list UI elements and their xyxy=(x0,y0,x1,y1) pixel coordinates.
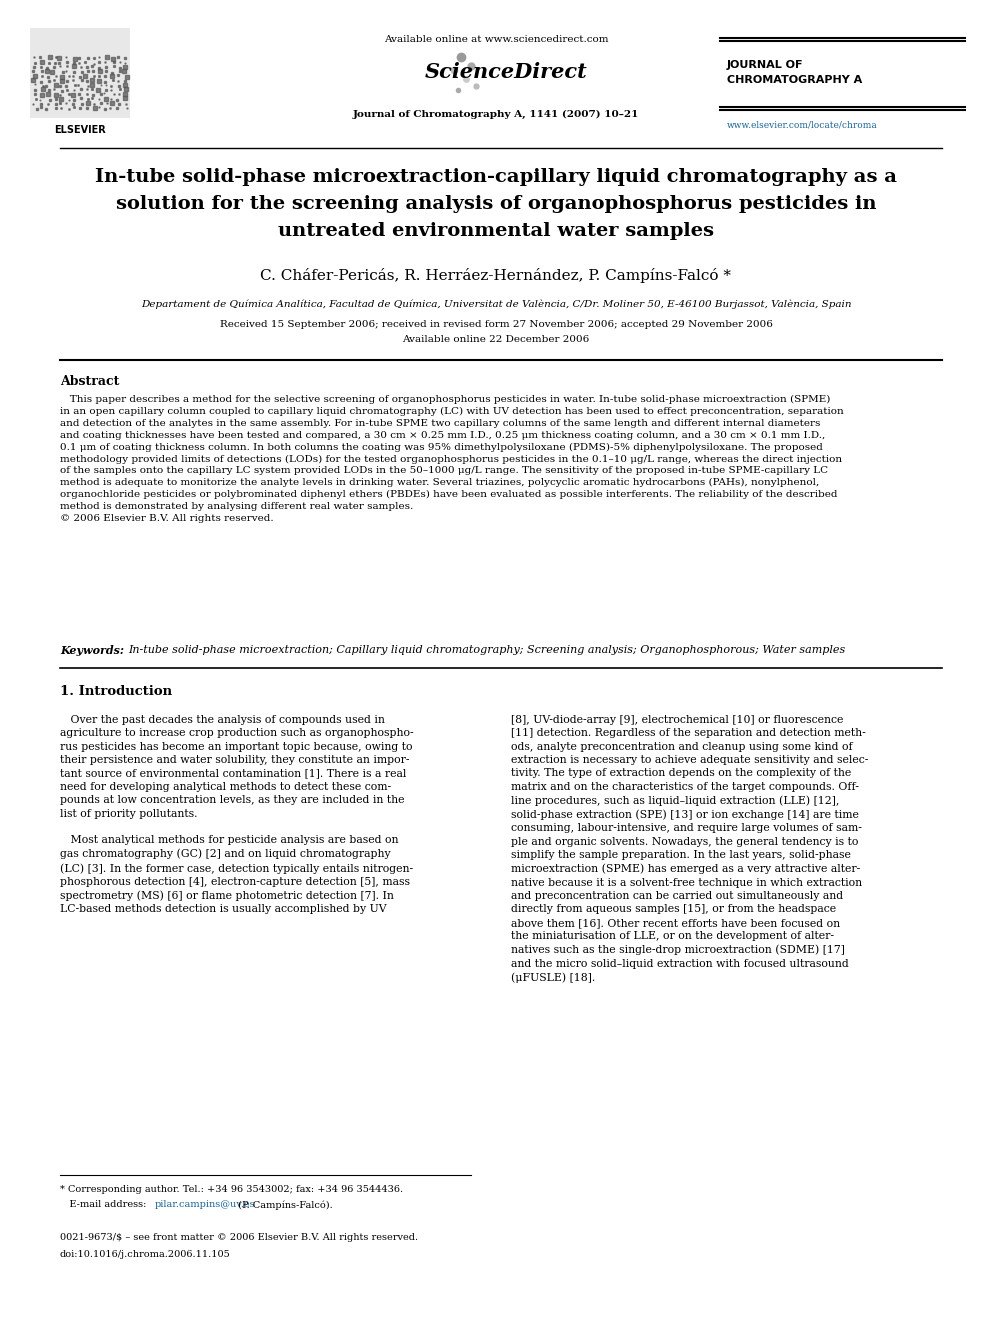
Text: Keywords:: Keywords: xyxy=(60,646,128,656)
Text: untreated environmental water samples: untreated environmental water samples xyxy=(278,222,714,239)
Text: www.elsevier.com/locate/chroma: www.elsevier.com/locate/chroma xyxy=(727,120,878,130)
Text: In-tube solid-phase microextraction-capillary liquid chromatography as a: In-tube solid-phase microextraction-capi… xyxy=(95,168,897,187)
Text: pilar.campins@uv.es: pilar.campins@uv.es xyxy=(155,1200,256,1209)
Text: This paper describes a method for the selective screening of organophosphorus pe: This paper describes a method for the se… xyxy=(60,396,844,523)
Text: doi:10.1016/j.chroma.2006.11.105: doi:10.1016/j.chroma.2006.11.105 xyxy=(60,1250,231,1259)
Text: Journal of Chromatography A, 1141 (2007) 10–21: Journal of Chromatography A, 1141 (2007)… xyxy=(353,110,639,119)
Text: ScienceDirect: ScienceDirect xyxy=(425,62,587,82)
Text: Available online 22 December 2006: Available online 22 December 2006 xyxy=(403,335,589,344)
Text: E-mail address:: E-mail address: xyxy=(60,1200,150,1209)
Text: Over the past decades the analysis of compounds used in
agriculture to increase : Over the past decades the analysis of co… xyxy=(60,714,414,914)
Text: 1. Introduction: 1. Introduction xyxy=(60,685,173,699)
Text: CHROMATOGRAPHY A: CHROMATOGRAPHY A xyxy=(727,75,862,85)
Bar xyxy=(30,28,130,118)
Text: Available online at www.sciencedirect.com: Available online at www.sciencedirect.co… xyxy=(384,34,608,44)
Text: In-tube solid-phase microextraction; Capillary liquid chromatography; Screening : In-tube solid-phase microextraction; Cap… xyxy=(128,646,845,655)
Text: Abstract: Abstract xyxy=(60,374,119,388)
Text: 0021-9673/$ – see front matter © 2006 Elsevier B.V. All rights reserved.: 0021-9673/$ – see front matter © 2006 El… xyxy=(60,1233,418,1242)
Text: [8], UV-diode-array [9], electrochemical [10] or fluorescence
[11] detection. Re: [8], UV-diode-array [9], electrochemical… xyxy=(511,714,868,983)
Text: Received 15 September 2006; received in revised form 27 November 2006; accepted : Received 15 September 2006; received in … xyxy=(219,320,773,329)
Text: solution for the screening analysis of organophosphorus pesticides in: solution for the screening analysis of o… xyxy=(116,194,876,213)
Text: Departament de Química Analítica, Facultad de Química, Universitat de València, : Departament de Química Analítica, Facult… xyxy=(141,300,851,310)
Text: (P. Campíns-Falcó).: (P. Campíns-Falcó). xyxy=(235,1200,332,1209)
Text: * Corresponding author. Tel.: +34 96 3543002; fax: +34 96 3544436.: * Corresponding author. Tel.: +34 96 354… xyxy=(60,1185,403,1193)
Text: ELSEVIER: ELSEVIER xyxy=(55,124,106,135)
Text: JOURNAL OF: JOURNAL OF xyxy=(727,60,804,70)
Text: C. Cháfer-Pericás, R. Herráez-Hernández, P. Campíns-Falcó *: C. Cháfer-Pericás, R. Herráez-Hernández,… xyxy=(261,269,731,283)
